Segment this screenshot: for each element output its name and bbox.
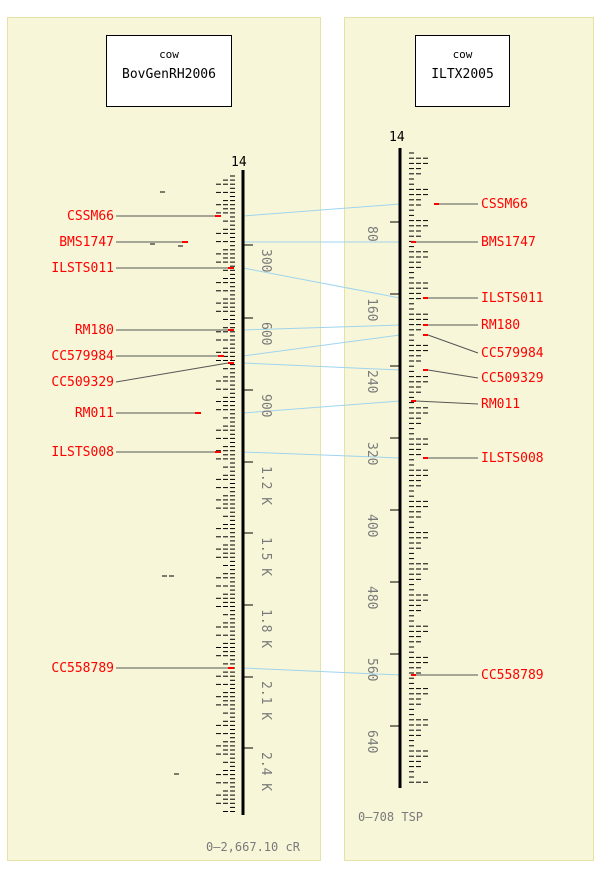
chromosome-right: 80 160 240 320 400 480 560 640 CSSM66 BMS1747 ILST… [364,148,544,788]
marker-leader [415,400,479,405]
marker-label-left: CC509329 [51,375,114,390]
marker-label-left: RM011 [75,406,114,421]
range-label-left: 0–2,667.10 cR [206,840,300,854]
marker-label-right: CSSM66 [481,197,528,212]
connector-lines [242,203,401,676]
scale-tick-label: 1.5 K [258,537,273,576]
connector-line [242,667,401,676]
scale-tick-label: 320 [364,442,379,465]
connector-line [242,324,401,331]
scale-tick-label: 400 [364,514,379,537]
marker-label-right: CC509329 [481,371,544,386]
connector-line [242,362,401,371]
connector-line [242,451,401,459]
chromosome-left: 300 600 900 1.2 K 1.5 K 1.8 K 2.1 K 2.4 K CSSM66… [51,170,273,815]
scale-tick-label: 2.1 K [258,681,273,720]
marker-label-left: ILSTS011 [51,261,114,276]
scale-tick-label: 600 [258,322,273,345]
marker-label-left: BMS1747 [59,235,114,250]
map-title-box-right[interactable]: cow ILTX2005 [415,35,510,107]
connector-line [242,267,401,299]
connector-line [242,400,401,414]
marker-label-left: RM180 [75,323,114,338]
scale-tick-label: 2.4 K [258,752,273,791]
marker-label-right: CC558789 [481,668,544,683]
scale-tick-label: 1.8 K [258,609,273,648]
scale-tick-label: 560 [364,658,379,681]
scale-tick-label: 900 [258,394,273,417]
marker-label-right: CC579984 [481,346,544,361]
species-label: cow [159,48,179,61]
chromosome-label-left: 14 [231,155,247,170]
map-panel-right [344,17,594,861]
marker-label-right: BMS1747 [481,235,536,250]
marker-label-left: CSSM66 [67,209,114,224]
marker-label-right: ILSTS008 [481,451,544,466]
marker-label-left: ILSTS008 [51,445,114,460]
chromosome-label-right: 14 [389,130,405,145]
scale-tick-label: 80 [364,226,379,242]
map-title-box-left[interactable]: cow BovGenRH2006 [106,35,232,107]
connector-line [242,203,401,217]
map-panel-left [7,17,321,861]
marker-label-left: CC558789 [51,661,114,676]
marker-label-right: RM180 [481,318,520,333]
scale-tick-label: 300 [258,249,273,272]
scale-tick-label: 480 [364,586,379,609]
marker-leader [427,334,479,354]
marker-label-right: ILSTS011 [481,291,544,306]
scale-tick-label: 240 [364,370,379,393]
scale-tick-label: 1.2 K [258,466,273,505]
map-name: ILTX2005 [431,67,494,82]
marker-leader [115,362,229,383]
connector-line [242,334,401,357]
marker-leader [427,369,479,379]
map-name: BovGenRH2006 [122,67,216,82]
species-label: cow [452,48,473,61]
scale-tick-label: 640 [364,730,379,753]
range-label-right: 0–708 TSP [358,810,424,824]
scale-tick-label: 160 [364,298,379,321]
marker-label-left: CC579984 [51,349,114,364]
marker-label-right: RM011 [481,397,520,412]
